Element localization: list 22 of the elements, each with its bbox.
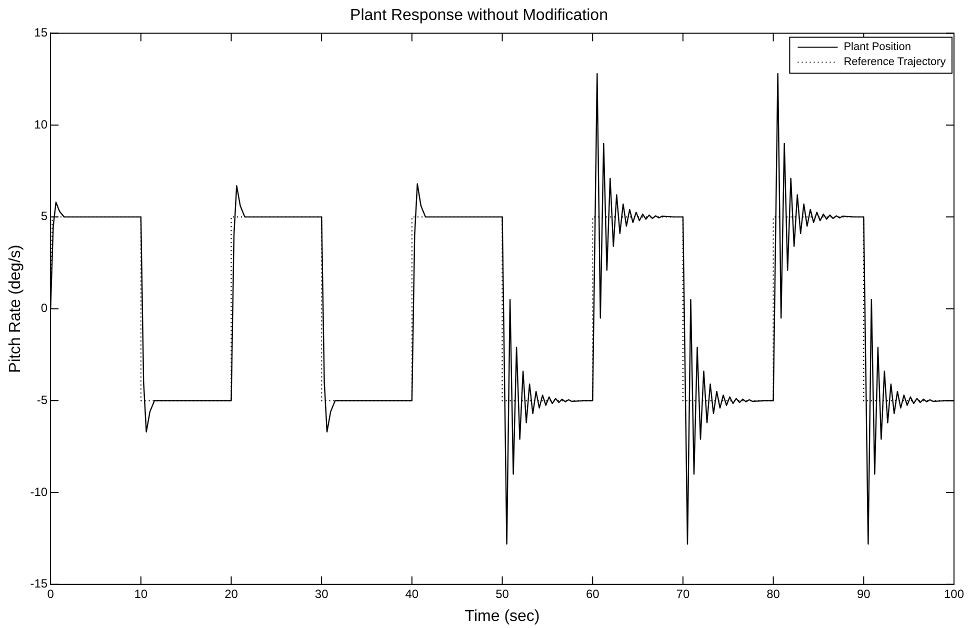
x-tick-label: 30 [314, 586, 329, 601]
y-tick-label: -15 [30, 576, 48, 591]
y-axis-title: Pitch Rate (deg/s) [7, 244, 24, 373]
x-tick-label: 80 [766, 586, 780, 601]
y-tick-label: -10 [30, 484, 48, 499]
x-axis-title: Time (sec) [464, 608, 540, 625]
x-tick-label: 20 [224, 586, 238, 601]
x-tick-label: 40 [405, 586, 419, 601]
x-tick-label: 90 [856, 586, 871, 601]
x-tick-label: 10 [134, 586, 148, 601]
y-tick-label: 0 [40, 301, 48, 316]
y-tick-label: 15 [34, 26, 48, 40]
legend-label: Reference Trajectory [844, 56, 946, 68]
y-tick-label: 10 [34, 117, 48, 132]
x-tick-label: 70 [676, 586, 690, 601]
x-tick-label: 50 [496, 586, 510, 601]
chart-title: Plant Response without Modification [350, 7, 608, 24]
x-tick-label: 100 [944, 586, 964, 601]
y-tick-label: 5 [40, 209, 48, 224]
y-tick-label: -5 [36, 392, 48, 407]
x-tick-label: 60 [586, 586, 600, 601]
legend-label: Plant Position [844, 41, 911, 54]
